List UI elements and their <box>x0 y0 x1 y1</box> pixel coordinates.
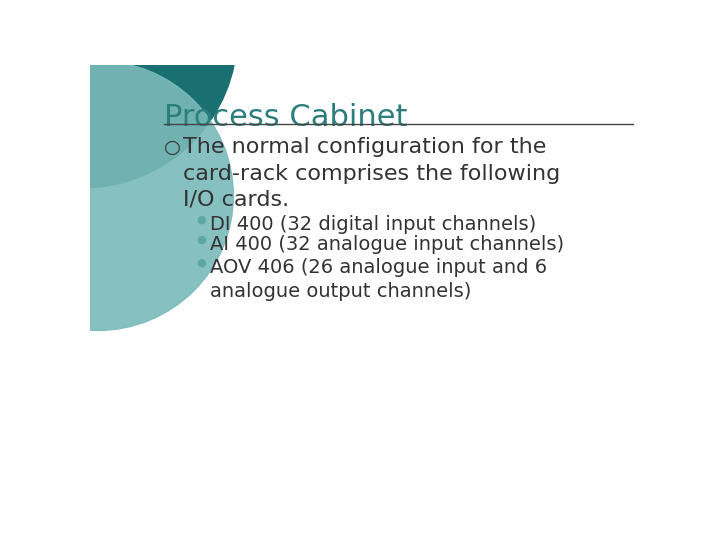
Text: The normal configuration for the
card-rack comprises the following
I/O cards.: The normal configuration for the card-ra… <box>183 137 560 210</box>
Text: ○: ○ <box>164 138 181 157</box>
Text: ●: ● <box>196 215 206 225</box>
Text: ●: ● <box>196 258 206 268</box>
Text: Process Cabinet: Process Cabinet <box>163 103 407 132</box>
Text: ●: ● <box>196 235 206 245</box>
Text: DI 400 (32 digital input channels): DI 400 (32 digital input channels) <box>210 215 536 234</box>
Circle shape <box>0 0 238 188</box>
Circle shape <box>0 61 233 330</box>
Text: AI 400 (32 analogue input channels): AI 400 (32 analogue input channels) <box>210 235 564 254</box>
Text: AOV 406 (26 analogue input and 6
analogue output channels): AOV 406 (26 analogue input and 6 analogu… <box>210 258 547 301</box>
